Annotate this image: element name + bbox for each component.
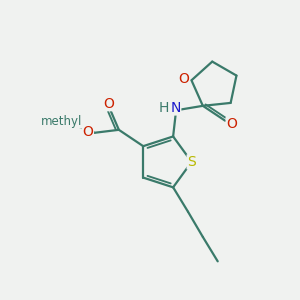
Text: H: H [158, 101, 169, 115]
Text: O: O [82, 124, 93, 139]
Text: N: N [170, 101, 181, 115]
Text: O: O [226, 117, 237, 131]
Text: O: O [178, 72, 190, 86]
Text: S: S [187, 155, 196, 169]
Text: O: O [103, 97, 114, 111]
Text: methyl: methyl [41, 115, 82, 128]
